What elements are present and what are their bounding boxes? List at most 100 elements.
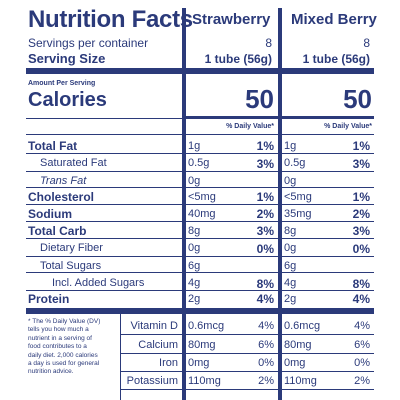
thick-rule-1 — [26, 68, 374, 74]
dv-dietary-fiber-strawberry: 0% — [256, 242, 274, 256]
servings-value-strawberry: 8 — [265, 36, 272, 50]
vitamin-label-potassium: Potassium — [126, 375, 178, 387]
footnote-line: daily diet. 2,000 calories — [28, 351, 98, 359]
column-header-mixed-berry: Mixed Berry — [291, 11, 377, 28]
amount-potassium-strawberry: 110mg — [188, 375, 221, 387]
amount-total-fat-strawberry: 1g — [188, 140, 201, 152]
vitamin-divider — [120, 353, 374, 354]
row-divider — [26, 238, 374, 239]
nutrient-label-trans-fat: Trans Fat — [40, 175, 87, 187]
vitamin-divider — [120, 371, 374, 372]
amount-trans-fat-mixed-berry: 0g — [284, 175, 297, 187]
thin-rule-dv — [26, 134, 374, 135]
row-divider — [26, 290, 374, 291]
dv-total-fat-mixed-berry: 1% — [352, 139, 370, 153]
thick-rule-2 — [26, 308, 374, 314]
amount-iron-strawberry: 0mg — [188, 357, 210, 369]
amount-calcium-strawberry: 80mg — [188, 339, 216, 351]
footnote-divider — [120, 314, 121, 400]
amount-iron-mixed-berry: 0mg — [284, 357, 306, 369]
amount-total-sugars-strawberry: 6g — [188, 260, 201, 272]
amount-protein-mixed-berry: 2g — [284, 293, 297, 305]
dv-potassium-strawberry: 2% — [258, 375, 274, 387]
amount-protein-strawberry: 2g — [188, 293, 201, 305]
serving-size-mixed-berry: 1 tube (56g) — [302, 52, 370, 66]
amount-calcium-mixed-berry: 80mg — [284, 339, 312, 351]
row-divider — [26, 221, 374, 222]
amount-total-fat-mixed-berry: 1g — [284, 140, 297, 152]
row-divider — [26, 204, 374, 205]
amount-dietary-fiber-strawberry: 0g — [188, 242, 201, 254]
serving-size-label: Serving Size — [28, 51, 106, 66]
calories-label: Calories — [28, 89, 107, 111]
dv-total-fat-strawberry: 1% — [256, 139, 274, 153]
dv-calcium-strawberry: 6% — [258, 339, 274, 351]
amount-vitamin-d-mixed-berry: 0.6mcg — [284, 320, 321, 332]
row-divider — [26, 171, 374, 172]
amount-saturated-fat-mixed-berry: 0.5g — [284, 157, 306, 169]
amount-per-serving-label: Amount Per Serving — [28, 80, 96, 87]
dv-sodium-mixed-berry: 2% — [352, 207, 370, 221]
nutrient-label-sodium: Sodium — [28, 207, 72, 221]
row-divider — [26, 153, 374, 154]
nutrient-label-total-fat: Total Fat — [28, 139, 78, 153]
column-header-strawberry: Strawberry — [192, 11, 271, 28]
dv-iron-strawberry: 0% — [258, 357, 274, 369]
amount-cholesterol-strawberry: <5mg — [188, 191, 216, 203]
nutrient-label-cholesterol: Cholesterol — [28, 190, 95, 204]
label-title: Nutrition Facts — [28, 6, 193, 33]
dv-cholesterol-strawberry: 1% — [256, 190, 274, 204]
footnote: * The % Daily Value (DV) tells you how m… — [28, 318, 118, 377]
vitamin-label-iron: Iron — [159, 357, 178, 369]
dv-vitamin-d-strawberry: 4% — [258, 320, 274, 332]
amount-vitamin-d-strawberry: 0.6mcg — [188, 320, 225, 332]
amount-trans-fat-strawberry: 0g — [188, 175, 201, 187]
nutrient-label-total-sugars: Total Sugars — [40, 260, 102, 272]
servings-value-mixed-berry: 8 — [363, 36, 370, 50]
amount-sodium-strawberry: 40mg — [188, 208, 216, 220]
nutrient-label-dietary-fiber: Dietary Fiber — [40, 242, 103, 254]
dv-header-strawberry: % Daily Value* — [226, 123, 274, 130]
amount-cholesterol-mixed-berry: <5mg — [284, 191, 312, 203]
nutrient-label-added-sugars: Incl. Added Sugars — [52, 277, 145, 289]
dv-protein-strawberry: 4% — [256, 292, 274, 306]
calories-strawberry: 50 — [245, 84, 274, 114]
dv-saturated-fat-mixed-berry: 3% — [352, 157, 370, 171]
thin-rule-calories-left — [26, 118, 182, 119]
amount-saturated-fat-strawberry: 0.5g — [188, 157, 210, 169]
calories-mixed-berry: 50 — [343, 84, 372, 114]
nutrient-label-saturated-fat: Saturated Fat — [40, 157, 107, 169]
footnote-line: nutrient in a serving of — [28, 334, 92, 342]
servings-per-container-label: Servings per container — [28, 36, 149, 50]
dv-potassium-mixed-berry: 2% — [354, 375, 370, 387]
footnote-line: nutrition advice. — [28, 368, 74, 376]
dv-total-carb-mixed-berry: 3% — [352, 224, 370, 238]
amount-sodium-mixed-berry: 35mg — [284, 208, 312, 220]
dv-iron-mixed-berry: 0% — [354, 357, 370, 369]
dv-added-sugars-strawberry: 8% — [256, 277, 274, 291]
footnote-line: * The % Daily Value (DV) — [28, 318, 101, 325]
row-divider — [26, 272, 374, 273]
footnote-line: a day is used for general — [28, 360, 100, 368]
nutrient-label-total-carb: Total Carb — [28, 224, 87, 238]
row-divider — [26, 187, 374, 188]
footnote-line: tells you how much a — [28, 326, 89, 334]
dv-vitamin-d-mixed-berry: 4% — [354, 320, 370, 332]
amount-total-carb-strawberry: 8g — [188, 225, 201, 237]
amount-dietary-fiber-mixed-berry: 0g — [284, 242, 297, 254]
dv-dietary-fiber-mixed-berry: 0% — [352, 242, 370, 256]
amount-added-sugars-mixed-berry: 4g — [284, 277, 297, 289]
amount-total-sugars-mixed-berry: 6g — [284, 260, 297, 272]
vitamin-label-vitamin-d: Vitamin D — [130, 320, 178, 332]
dv-sodium-strawberry: 2% — [256, 207, 274, 221]
row-divider — [26, 256, 374, 257]
dv-protein-mixed-berry: 4% — [352, 292, 370, 306]
amount-added-sugars-strawberry: 4g — [188, 277, 201, 289]
dv-calcium-mixed-berry: 6% — [354, 339, 370, 351]
serving-size-strawberry: 1 tube (56g) — [204, 52, 272, 66]
amount-total-carb-mixed-berry: 8g — [284, 225, 297, 237]
dv-header-mixed-berry: % Daily Value* — [324, 123, 372, 130]
dv-total-carb-strawberry: 3% — [256, 224, 274, 238]
vitamin-label-calcium: Calcium — [138, 339, 178, 351]
